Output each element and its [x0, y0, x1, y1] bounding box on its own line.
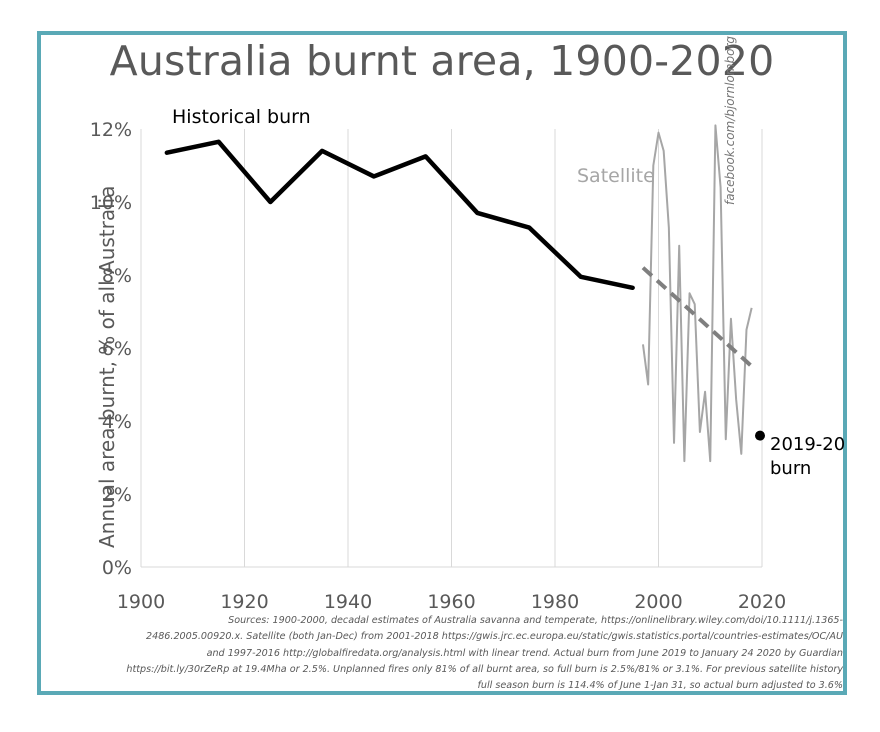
labels-layer: Historical burn Satellite 2019-20 burn: [172, 106, 845, 479]
point-label: 2019-20: [770, 434, 845, 455]
y-tick-label: 0%: [102, 557, 132, 579]
sources-line: https://bit.ly/30rZeRp at 19.4Mha or 2.5…: [126, 663, 843, 675]
x-tick-label: 2000: [634, 591, 682, 613]
x-tick-label: 2020: [738, 591, 786, 613]
y-tick-label: 10%: [90, 192, 132, 214]
sources-line: and 1997-2016 http://globalfiredata.org/…: [206, 647, 843, 659]
trend-line: [641, 266, 753, 368]
x-tick-label: 1980: [531, 591, 579, 613]
y-tick-label: 4%: [102, 411, 132, 433]
chart-title: Australia burnt area, 1900-2020: [109, 37, 775, 85]
y-tick-label: 8%: [102, 265, 132, 287]
series-label-historical: Historical burn: [172, 106, 311, 128]
point-label: burn: [770, 458, 811, 479]
sources-line: Sources: 1900-2000, decadal estimates of…: [228, 615, 843, 626]
sources-line: full season burn is 114.4% of June 1-Jan…: [477, 680, 843, 692]
y-tick-label: 12%: [90, 119, 132, 141]
sources-line: 2486.2005.00920.x. Satellite (both Jan-D…: [145, 631, 843, 643]
series-line-satellite: [641, 124, 753, 463]
x-tick-label: 1920: [220, 591, 268, 613]
x-tick-label: 1940: [324, 591, 372, 613]
series-label-satellite: Satellite: [577, 165, 655, 187]
gridlines: [140, 129, 763, 567]
burn-2019-20-point: [755, 430, 765, 441]
sources-note: Sources: 1900-2000, decadal estimates of…: [51, 613, 843, 694]
y-tick-label: 6%: [102, 338, 132, 360]
series-layer: [164, 124, 765, 463]
y-tick-label: 2%: [102, 484, 132, 506]
series-line-historical: [164, 139, 635, 291]
x-tick-label: 1900: [117, 591, 165, 613]
x-tick-label: 1960: [427, 591, 475, 613]
axes: 1900 1920 1940 1960 1980 2000 2020 0% 2% 4% 6% 8% 10…: [90, 119, 786, 613]
